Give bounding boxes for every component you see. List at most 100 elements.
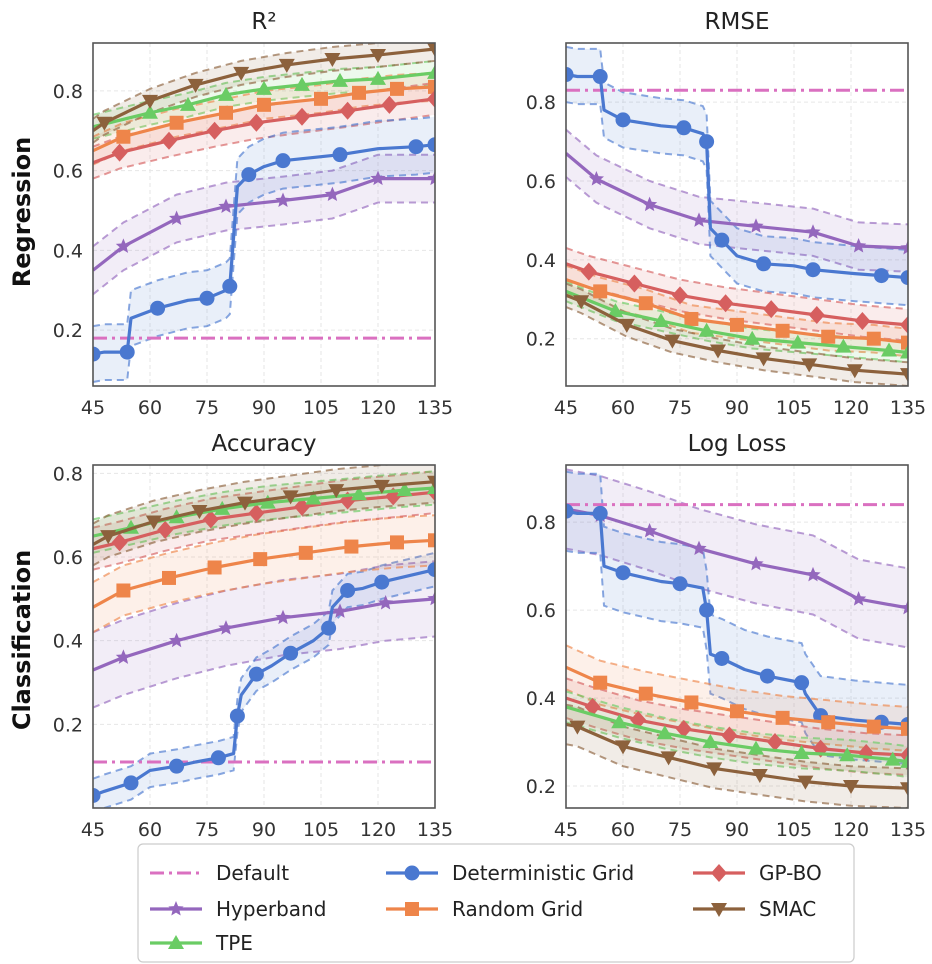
marker-hyperband [642, 196, 658, 212]
legend-entry-default: Default [150, 861, 289, 885]
marker-random-grid [207, 560, 222, 575]
marker-random-grid [116, 583, 131, 598]
markers-hyperband [588, 171, 908, 255]
marker-smac [324, 52, 341, 67]
marker-smac [145, 515, 162, 530]
band-upper-deterministic-grid [93, 551, 435, 780]
band-lower-random-grid [566, 688, 908, 752]
marker-deterministic-grid [119, 344, 135, 360]
legend-label: Hyperband [216, 897, 326, 921]
marker-tpe [370, 70, 386, 85]
marker-gp-bo [854, 311, 871, 330]
marker-gp-bo [672, 286, 688, 305]
marker-deterministic-grid [427, 137, 435, 153]
band-deterministic-grid [93, 552, 435, 808]
marker-deterministic-grid [332, 147, 348, 163]
marker-gp-bo [206, 121, 223, 140]
marker-hyperband [805, 224, 821, 239]
marker-deterministic-grid [199, 290, 215, 306]
x-tick-label: 105 [776, 397, 812, 419]
marker-gp-bo [111, 143, 128, 162]
legend-label: Random Grid [452, 897, 583, 921]
marker-gp-bo [427, 89, 435, 108]
marker-deterministic-grid [566, 503, 574, 519]
marker-smac [187, 78, 204, 93]
marker-gp-bo [294, 497, 310, 516]
band-upper-gp-bo [93, 470, 435, 529]
marker-tpe [396, 482, 413, 497]
marker-smac [573, 295, 590, 310]
y-tick-label: 0.8 [53, 81, 83, 103]
axes-frame [565, 42, 909, 387]
axes-frame [565, 464, 909, 809]
band-upper-gp-bo [566, 677, 908, 737]
marker-hyperband [370, 170, 386, 186]
marker-random-grid [428, 79, 435, 94]
marker-gp-bo [763, 300, 780, 319]
marker-gp-bo [675, 719, 692, 738]
legend-label: Deterministic Grid [452, 861, 634, 885]
band-smac [93, 43, 435, 143]
markers-tpe [607, 303, 908, 359]
marker-random-grid [257, 97, 271, 112]
band-lower-tpe [93, 503, 435, 554]
marker-random-grid [593, 675, 608, 690]
marker-random-grid [775, 710, 790, 725]
marker-deterministic-grid [93, 346, 101, 362]
marker-hyperband [642, 523, 658, 538]
panel-accuracy: 45 60 75 90 105 120 135 0.2 0.4 0.6 0.8 Accuracy [53, 431, 453, 841]
band-upper-tpe [93, 470, 435, 521]
legend-label: GP-BO [759, 861, 822, 885]
markers-smac [96, 43, 435, 131]
x-tick-label: 135 [890, 397, 926, 419]
marker-random-grid [866, 719, 881, 734]
marker-deterministic-grid [592, 505, 608, 521]
marker-tpe [305, 490, 322, 505]
marker-random-grid [775, 323, 790, 338]
marker-random-grid [428, 533, 435, 548]
marker-tpe [900, 344, 908, 359]
markers-gp-bo [580, 262, 908, 334]
x-tick-label: 90 [725, 819, 749, 841]
x-tick-label: 60 [611, 819, 635, 841]
marker-deterministic-grid [714, 232, 730, 248]
x-tick-label: 45 [554, 819, 578, 841]
marker-deterministic-grid [340, 582, 356, 598]
panel-rmse: 45 60 75 90 105 120 135 0.2 0.4 0.6 0.8 RMSE [526, 9, 926, 419]
marker-smac [710, 344, 726, 359]
y-tick-label: 0.4 [53, 240, 83, 262]
marker-gp-bo [900, 315, 908, 334]
marker-gp-bo [248, 113, 265, 132]
marker-random-grid [390, 81, 404, 96]
marker-smac [843, 780, 859, 795]
marker-gp-bo [767, 733, 783, 752]
marker-deterministic-grid [150, 300, 166, 316]
markers-deterministic-grid [566, 67, 908, 286]
legend-entry-hyperband: Hyperband [150, 897, 326, 921]
marker-hyperband [275, 192, 291, 207]
x-tick-label: 75 [195, 819, 219, 841]
marker-tpe [884, 751, 901, 766]
x-tick-label: 135 [890, 819, 926, 841]
marker-deterministic-grid [283, 645, 299, 661]
marker-hyperband [275, 609, 291, 625]
marker-smac [237, 496, 253, 511]
plot-area [566, 468, 908, 808]
band-lower-gp-bo [93, 512, 435, 571]
marker-smac [801, 358, 818, 373]
marker-random-grid [821, 715, 836, 730]
marker-random-grid [344, 539, 359, 554]
marker-random-grid [219, 105, 233, 120]
markers-hyperband [115, 170, 435, 253]
marker-tpe [142, 104, 158, 119]
marker-hyperband [748, 218, 764, 233]
y-tick-label: 0.6 [526, 171, 556, 193]
band-upper-tpe [566, 690, 908, 748]
axes-frame [92, 464, 436, 809]
marker-deterministic-grid [672, 576, 688, 592]
band-upper-deterministic-grid [93, 115, 435, 328]
y-tick-label: 0.4 [526, 688, 556, 710]
marker-smac [797, 775, 814, 790]
marker-hyperband [691, 540, 707, 555]
